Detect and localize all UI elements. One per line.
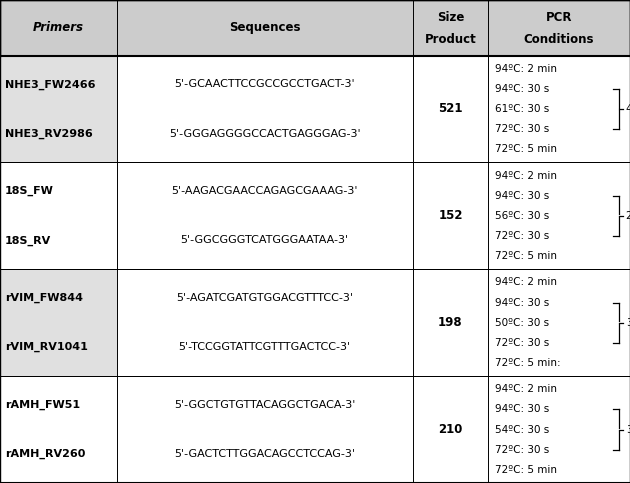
Text: 72ºC: 30 s: 72ºC: 30 s: [495, 231, 549, 241]
Bar: [488, 270, 630, 376]
Text: 94ºC: 2 min: 94ºC: 2 min: [495, 64, 556, 73]
Text: 72ºC: 5 min:: 72ºC: 5 min:: [495, 358, 560, 368]
Text: Size: Size: [437, 11, 464, 24]
Text: 5'-GGCGGGTCATGGGAATAA-3': 5'-GGCGGGTCATGGGAATAA-3': [181, 235, 348, 245]
Text: 72ºC: 30 s: 72ºC: 30 s: [495, 124, 549, 134]
Text: NHE3_RV2986: NHE3_RV2986: [5, 128, 93, 139]
Text: 54ºC: 30 s: 54ºC: 30 s: [495, 425, 549, 435]
Bar: [117, 162, 413, 269]
Text: rVIM_FW844: rVIM_FW844: [5, 293, 83, 303]
Text: 18S_FW: 18S_FW: [5, 186, 54, 197]
Bar: [413, 376, 488, 483]
Text: 521: 521: [438, 102, 462, 115]
Text: 72ºC: 5 min: 72ºC: 5 min: [495, 251, 556, 261]
Text: Sequences: Sequences: [229, 21, 301, 34]
Text: rAMH_RV260: rAMH_RV260: [5, 449, 86, 459]
Text: 5'-AAGACGAACCAGAGCGAAAG-3': 5'-AAGACGAACCAGAGCGAAAG-3': [171, 186, 358, 196]
Text: 5'-GGCTGTGTTACAGGCTGACA-3': 5'-GGCTGTGTTACAGGCTGACA-3': [174, 400, 355, 410]
Text: 94ºC: 2 min: 94ºC: 2 min: [495, 384, 556, 394]
Text: PCR: PCR: [546, 11, 573, 24]
Text: 210: 210: [438, 423, 462, 436]
Text: 198: 198: [438, 316, 463, 329]
Text: 5'-AGATCGATGTGGACGTTTCC-3': 5'-AGATCGATGTGGACGTTTCC-3': [176, 293, 353, 303]
Text: 5'-GCAACTTCCGCCGCCTGACT-3': 5'-GCAACTTCCGCCGCCTGACT-3': [175, 79, 355, 89]
Text: 61ºC: 30 s: 61ºC: 30 s: [495, 104, 549, 114]
Bar: [0, 0, 630, 56]
Text: 25x: 25x: [626, 211, 630, 221]
Text: 40x: 40x: [626, 104, 630, 114]
Text: 94ºC: 2 min: 94ºC: 2 min: [495, 170, 556, 181]
Bar: [0, 376, 117, 483]
Text: 94ºC: 30 s: 94ºC: 30 s: [495, 404, 549, 414]
Bar: [117, 270, 413, 376]
Bar: [117, 56, 413, 162]
Bar: [488, 56, 630, 162]
Text: rVIM_RV1041: rVIM_RV1041: [5, 342, 88, 353]
Text: 18S_RV: 18S_RV: [5, 235, 51, 245]
Text: 72ºC: 5 min: 72ºC: 5 min: [495, 465, 556, 475]
Text: 94ºC: 2 min: 94ºC: 2 min: [495, 277, 556, 287]
Text: 50ºC: 30 s: 50ºC: 30 s: [495, 318, 549, 327]
Text: Primers: Primers: [33, 21, 84, 34]
Text: 35x: 35x: [626, 425, 630, 435]
Bar: [0, 56, 117, 162]
Text: 152: 152: [438, 209, 462, 222]
Bar: [413, 56, 488, 162]
Text: 94ºC: 30 s: 94ºC: 30 s: [495, 191, 549, 200]
Text: 72ºC: 30 s: 72ºC: 30 s: [495, 338, 549, 348]
Bar: [488, 376, 630, 483]
Text: 56ºC: 30 s: 56ºC: 30 s: [495, 211, 549, 221]
Text: 5'-GACTCTTGGACAGCCTCCAG-3': 5'-GACTCTTGGACAGCCTCCAG-3': [174, 449, 355, 459]
Bar: [0, 162, 117, 269]
Text: Product: Product: [425, 33, 476, 46]
Bar: [117, 376, 413, 483]
Bar: [413, 270, 488, 376]
Text: NHE3_FW2466: NHE3_FW2466: [5, 79, 96, 89]
Text: 35x: 35x: [626, 318, 630, 327]
Text: 72ºC: 30 s: 72ºC: 30 s: [495, 445, 549, 455]
Bar: [0, 270, 117, 376]
Text: 5'-GGGAGGGGCCACTGAGGGAG-3': 5'-GGGAGGGGCCACTGAGGGAG-3': [169, 128, 360, 139]
Text: 94ºC: 30 s: 94ºC: 30 s: [495, 298, 549, 308]
Bar: [488, 162, 630, 269]
Text: rAMH_FW51: rAMH_FW51: [5, 400, 80, 410]
Text: Conditions: Conditions: [524, 33, 594, 46]
Text: 5'-TCCGGTATTCGTTTGACTCC-3': 5'-TCCGGTATTCGTTTGACTCC-3': [178, 342, 351, 352]
Bar: [413, 162, 488, 269]
Text: 94ºC: 30 s: 94ºC: 30 s: [495, 84, 549, 94]
Text: 72ºC: 5 min: 72ºC: 5 min: [495, 144, 556, 154]
